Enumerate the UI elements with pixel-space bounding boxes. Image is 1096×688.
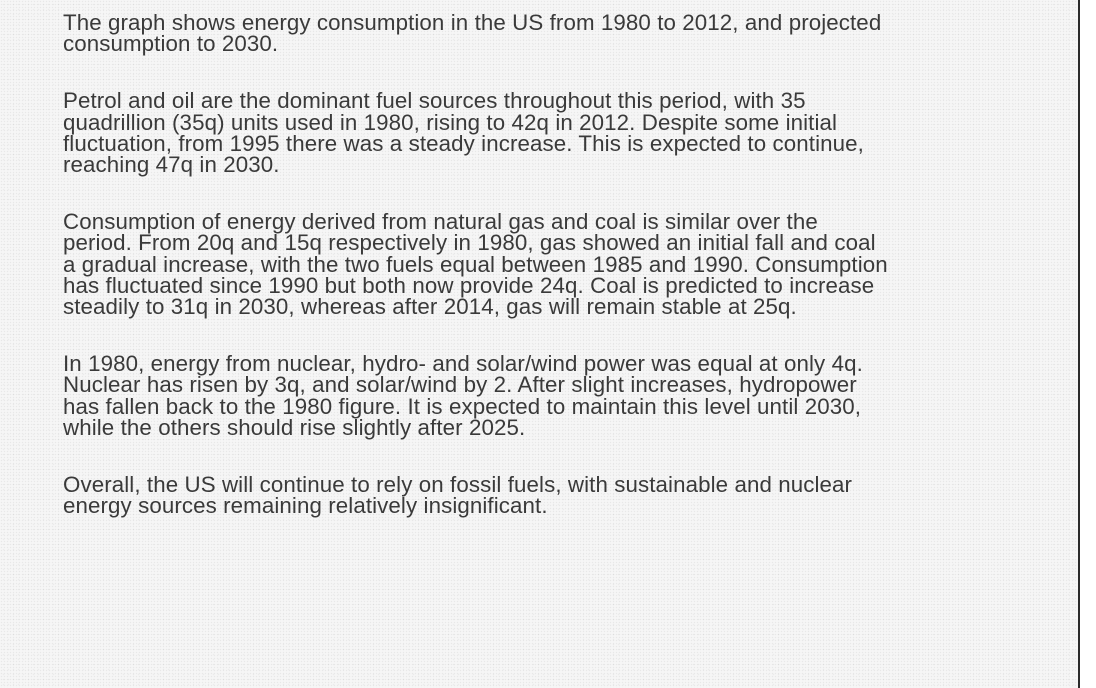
- text-line: consumption to 2030.: [63, 31, 279, 57]
- text-line: fluctuation, from 1995 there was a stead…: [63, 130, 864, 156]
- text-line: has fluctuated since 1990 but both now p…: [63, 272, 875, 298]
- paragraph-petrol-oil: Petrol and oil are the dominant fuel sou…: [63, 88, 1063, 178]
- paragraph-nuclear-hydro-solar: In 1980, energy from nuclear, hydro- and…: [63, 351, 1063, 440]
- text-line: Petrol and oil are the dominant fuel sou…: [63, 88, 806, 114]
- scan-margin: [1080, 0, 1096, 688]
- document-body: The graph shows energy consumption in th…: [63, 10, 1063, 552]
- text-line: energy sources remaining relatively insi…: [63, 493, 548, 519]
- text-line: Consumption of energy derived from natur…: [63, 209, 818, 235]
- text-line: Nuclear has risen by 3q, and solar/wind …: [63, 372, 857, 398]
- text-line: while the others should rise slightly af…: [63, 414, 526, 440]
- text-line: steadily to 31q in 2030, whereas after 2…: [63, 294, 797, 320]
- paragraph-intro: The graph shows energy consumption in th…: [63, 10, 1063, 57]
- text-line: a gradual increase, with the two fuels e…: [63, 251, 888, 277]
- paragraph-overall: Overall, the US will continue to rely on…: [63, 472, 1063, 519]
- text-line: The graph shows energy consumption in th…: [63, 10, 882, 35]
- text-line: Overall, the US will continue to rely on…: [63, 472, 853, 498]
- text-line: quadrillion (35q) units used in 1980, ri…: [63, 109, 838, 135]
- paragraph-gas-coal: Consumption of energy derived from natur…: [63, 209, 1063, 320]
- text-line: reaching 47q in 2030.: [63, 152, 280, 178]
- text-line: In 1980, energy from nuclear, hydro- and…: [63, 351, 863, 377]
- text-line: has fallen back to the 1980 figure. It i…: [63, 393, 862, 419]
- text-line: period. From 20q and 15q respectively in…: [63, 230, 876, 256]
- scan-edge-line: [1078, 0, 1080, 688]
